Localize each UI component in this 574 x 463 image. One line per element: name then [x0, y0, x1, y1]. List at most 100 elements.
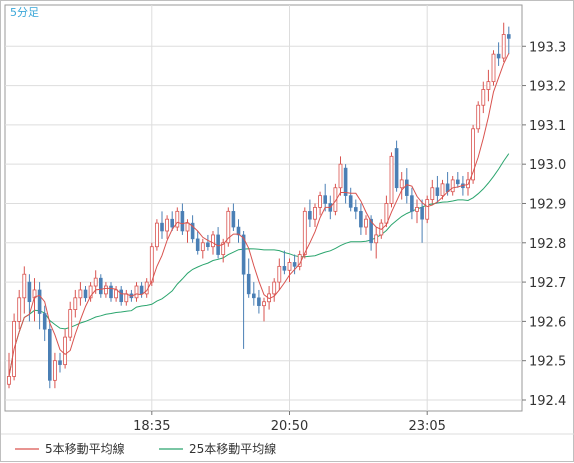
candle-body-up [154, 222, 159, 248]
candle-body-up [88, 285, 93, 299]
candle-body-up [364, 218, 368, 228]
candle [195, 230, 200, 255]
candle-body-up [481, 89, 486, 106]
candle [404, 168, 409, 204]
candle-body-down [241, 234, 246, 275]
candle [22, 266, 27, 314]
candle [353, 199, 358, 220]
candle-body-down [139, 285, 144, 295]
candle-body-up [22, 273, 27, 299]
candle [450, 175, 455, 196]
candle [415, 199, 419, 224]
candle [318, 191, 323, 216]
y-axis: 193.3 193.2 193.1 193.0 192.9 192.8 192.7 192.6… [522, 40, 566, 409]
candle [257, 289, 261, 314]
candle-body-up [73, 297, 78, 310]
candle [88, 282, 93, 302]
candle [292, 254, 297, 275]
candle [302, 207, 307, 259]
y-tick-label: 193.2 [529, 80, 566, 95]
candle-body-down [420, 207, 424, 220]
candle [170, 211, 174, 231]
candles-layer [7, 22, 511, 389]
candle [389, 152, 394, 208]
candle [42, 305, 47, 342]
candle [104, 282, 108, 298]
candle [338, 156, 343, 196]
candle-body-up [318, 195, 323, 208]
candle [200, 238, 205, 259]
candle [154, 219, 159, 251]
candle [384, 195, 389, 228]
candle [226, 207, 231, 247]
candle-body-down [496, 53, 501, 59]
candle-body-up [200, 242, 205, 252]
legend: 5本移動平均線 25本移動平均線 [15, 441, 276, 456]
candle-body-down [323, 195, 328, 204]
candle-body-up [226, 210, 231, 244]
candle-body-up [114, 289, 118, 299]
timeframe-label: 5分足 [10, 6, 39, 19]
candle-body-up [104, 285, 108, 295]
x-tick-label: 20:50 [271, 419, 308, 434]
candle-body-down [27, 281, 32, 303]
candle-body-down [231, 211, 236, 228]
candle [501, 22, 506, 62]
candle-body-up [53, 360, 57, 381]
plot-area [4, 4, 523, 412]
candle-body-down [506, 34, 511, 39]
candle [323, 183, 328, 212]
candle-body-up [211, 234, 215, 248]
candle-body-down [190, 222, 195, 240]
candle-body-up [384, 203, 389, 224]
candle-body-up [78, 289, 83, 299]
candle [58, 352, 62, 373]
candle-body-up [277, 265, 282, 283]
candle-body-down [246, 273, 251, 295]
candle-body-up [476, 104, 481, 130]
candle [374, 227, 379, 259]
candle-body-up [313, 207, 317, 220]
candle [37, 282, 42, 330]
candle-body-down [359, 211, 363, 228]
candle-body-down [353, 207, 358, 212]
candle-body-down [109, 285, 113, 299]
candle-body-up [272, 281, 277, 295]
candle [410, 187, 414, 220]
candle-body-down [404, 179, 409, 196]
y-tick-label: 192.5 [529, 355, 566, 370]
candle [308, 199, 312, 228]
y-tick-label: 193.1 [529, 119, 566, 134]
candle [160, 211, 164, 239]
candle [272, 278, 277, 302]
candle [99, 274, 103, 298]
candle-body-up [124, 293, 129, 303]
candle-body-up [491, 53, 496, 83]
candle-body-down [99, 277, 103, 295]
candle-body-down [195, 238, 200, 251]
candle [506, 26, 511, 55]
candle-body-down [252, 293, 256, 299]
candle-body-down [343, 167, 348, 196]
candle-body-up [175, 210, 180, 228]
candle [221, 238, 226, 263]
candle [425, 195, 430, 224]
candle [359, 203, 363, 235]
candle-body-up [415, 207, 419, 212]
candle-body-up [221, 242, 226, 255]
candle [455, 172, 460, 188]
candle-body-up [338, 163, 343, 189]
candle [399, 172, 404, 200]
x-tick-label: 23:05 [408, 419, 445, 434]
candle-body-down [83, 289, 88, 299]
y-tick-label: 192.9 [529, 197, 566, 212]
candle-body-up [389, 155, 394, 204]
candle-body-up [430, 187, 435, 200]
candle-body-down [42, 313, 47, 330]
candle-body-down [410, 195, 414, 212]
candle-body-down [206, 242, 210, 248]
y-tick-label: 192.8 [529, 237, 566, 252]
candle-body-down [160, 222, 164, 232]
